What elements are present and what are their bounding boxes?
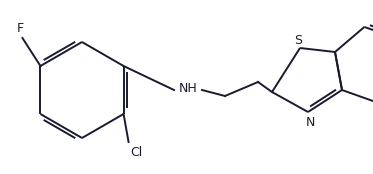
Text: F: F [17, 22, 24, 34]
Text: Cl: Cl [131, 145, 143, 159]
Text: S: S [294, 34, 302, 46]
Text: NH: NH [179, 81, 197, 94]
Text: N: N [305, 116, 315, 129]
